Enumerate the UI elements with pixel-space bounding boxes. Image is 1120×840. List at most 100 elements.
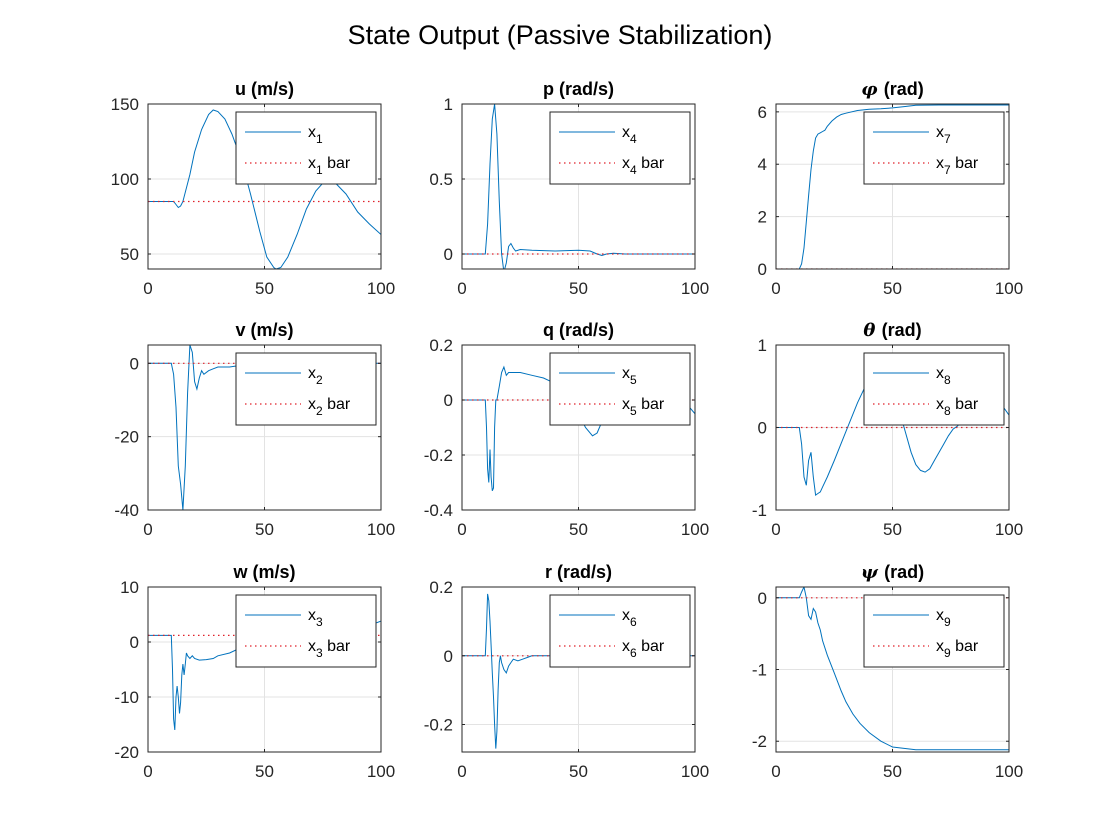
legend-box <box>863 594 1005 668</box>
legend-label: x7 bar <box>936 155 979 177</box>
y-tick-label: 0 <box>444 245 453 264</box>
x-tick-label: 0 <box>457 520 466 539</box>
x-tick-label: 50 <box>883 520 902 539</box>
legend: x1 x1 bar <box>235 111 377 185</box>
x-tick-label: 100 <box>367 762 395 781</box>
figure-title: State Output (Passive Stabilization) <box>347 20 773 50</box>
x-tick-label: 0 <box>143 279 152 298</box>
series-line <box>776 587 1009 751</box>
legend: x9 x9 bar <box>863 594 1005 668</box>
y-tick-label: 2 <box>758 208 767 227</box>
x-tick-label: 100 <box>367 520 395 539</box>
legend-box <box>549 594 691 668</box>
legend-label: x9 <box>936 607 951 629</box>
legend-label: x5 bar <box>622 396 665 418</box>
y-tick-label: -0.4 <box>424 501 453 520</box>
x-tick-label: 100 <box>995 762 1023 781</box>
legend-label: x8 <box>936 365 951 387</box>
y-tick-label: -40 <box>114 501 139 520</box>
x-tick-label: 100 <box>681 762 709 781</box>
x-tick-label: 0 <box>143 762 152 781</box>
legend-label: x3 bar <box>308 638 351 660</box>
y-tick-label: 1 <box>444 95 453 114</box>
x-tick-label: 50 <box>255 762 274 781</box>
x-tick-label: 100 <box>367 279 395 298</box>
legend: x8 x8 bar <box>863 352 1005 426</box>
legend-label: x6 bar <box>622 638 665 660</box>
legend-box <box>863 352 1005 426</box>
legend-label: x2 <box>308 365 323 387</box>
x-tick-label: 50 <box>569 520 588 539</box>
legend: x2 x2 bar <box>235 352 377 426</box>
legend-box <box>235 594 377 668</box>
x-tick-label: 50 <box>883 762 902 781</box>
y-tick-label: 0 <box>758 589 767 608</box>
legend-box <box>235 111 377 185</box>
y-tick-label: -10 <box>114 688 139 707</box>
y-tick-label: 0.2 <box>429 336 453 355</box>
series-line <box>776 104 1009 269</box>
y-tick-label: -1 <box>752 501 767 520</box>
y-tick-label: -20 <box>114 428 139 447</box>
y-tick-label: 10 <box>120 578 139 597</box>
legend: x5 x5 bar <box>549 352 691 426</box>
x-tick-label: 100 <box>995 279 1023 298</box>
legend-label: x1 <box>308 124 323 146</box>
subplot-8: 0 50 100 -0.2 0 0.2 r (rad/s) x6 x6 bar <box>424 562 709 781</box>
y-tick-label: -1 <box>752 661 767 680</box>
legend-box <box>549 352 691 426</box>
x-tick-label: 0 <box>457 279 466 298</box>
y-tick-label: 1 <box>758 336 767 355</box>
subplot-title: w (m/s) <box>232 562 295 582</box>
legend-label: x7 <box>936 124 951 146</box>
legend-box <box>863 111 1005 185</box>
series-line <box>462 104 695 269</box>
legend-label: x5 <box>622 365 637 387</box>
x-tick-label: 50 <box>255 279 274 298</box>
y-tick-label: 0 <box>758 260 767 279</box>
subplot-9: 0 50 100 -2 -1 0 ψ (rad) x9 x9 bar <box>752 562 1023 781</box>
x-tick-label: 50 <box>569 279 588 298</box>
legend-label: x6 <box>622 607 637 629</box>
subplot-4: 0 50 100 -40 -20 0 v (m/s) x2 x2 bar <box>114 320 395 539</box>
y-tick-label: -20 <box>114 743 139 762</box>
x-tick-label: 0 <box>771 762 780 781</box>
legend-label: x1 bar <box>308 155 351 177</box>
legend: x7 x7 bar <box>863 111 1005 185</box>
y-tick-label: 0 <box>444 391 453 410</box>
y-tick-label: 0 <box>130 354 139 373</box>
subplot-7: 0 50 100 -20 -10 0 10 w (m/s) x3 x3 bar <box>114 562 395 781</box>
legend-label: x8 bar <box>936 396 979 418</box>
y-tick-label: -2 <box>752 732 767 751</box>
x-tick-label: 0 <box>143 520 152 539</box>
legend-label: x3 <box>308 607 323 629</box>
x-tick-label: 50 <box>255 520 274 539</box>
y-tick-label: 150 <box>111 95 139 114</box>
x-tick-label: 0 <box>457 762 466 781</box>
y-tick-label: 0 <box>130 633 139 652</box>
y-tick-label: 0.5 <box>429 170 453 189</box>
legend-box <box>549 111 691 185</box>
legend: x3 x3 bar <box>235 594 377 668</box>
y-tick-label: -0.2 <box>424 446 453 465</box>
subplot-title: p (rad/s) <box>543 79 614 99</box>
subplot-3: 0 50 100 0 2 4 6 φ (rad) x7 x7 bar <box>758 79 1024 298</box>
x-tick-label: 50 <box>883 279 902 298</box>
legend-label: x4 <box>622 124 637 146</box>
legend: x4 x4 bar <box>549 111 691 185</box>
subplot-title: v (m/s) <box>235 320 293 340</box>
y-tick-label: 0 <box>758 419 767 438</box>
legend-label: x2 bar <box>308 396 351 418</box>
y-tick-label: 100 <box>111 170 139 189</box>
legend-label: x9 bar <box>936 638 979 660</box>
subplot-title: θ (rad) <box>863 320 921 341</box>
subplot-2: 0 50 100 0 0.5 1 p (rad/s) x4 x4 bar <box>429 79 709 298</box>
legend-label: x4 bar <box>622 155 665 177</box>
subplot-5: 0 50 100 -0.4 -0.2 0 0.2 q (rad/s) x5 x5 bar <box>424 320 709 539</box>
subplot-title: ψ (rad) <box>861 562 924 583</box>
y-tick-label: 4 <box>758 155 767 174</box>
